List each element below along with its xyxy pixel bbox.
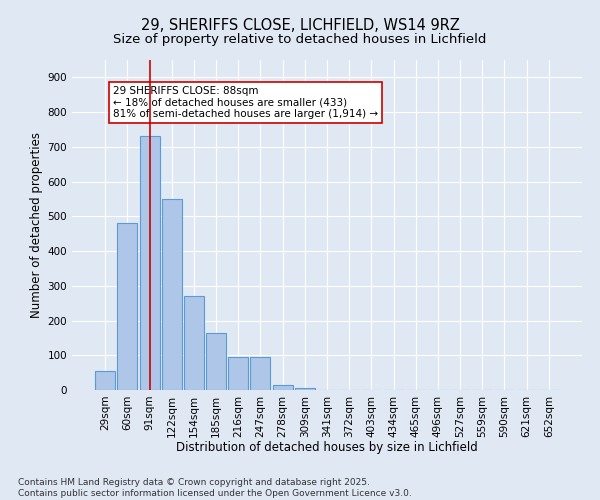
- Bar: [206, 332, 226, 390]
- Bar: [250, 357, 271, 390]
- Bar: [118, 224, 137, 390]
- X-axis label: Distribution of detached houses by size in Lichfield: Distribution of detached houses by size …: [176, 441, 478, 454]
- Text: Size of property relative to detached houses in Lichfield: Size of property relative to detached ho…: [113, 32, 487, 46]
- Y-axis label: Number of detached properties: Number of detached properties: [31, 132, 43, 318]
- Text: 29 SHERIFFS CLOSE: 88sqm
← 18% of detached houses are smaller (433)
81% of semi-: 29 SHERIFFS CLOSE: 88sqm ← 18% of detach…: [113, 86, 378, 120]
- Bar: [295, 388, 315, 390]
- Bar: [272, 385, 293, 390]
- Bar: [95, 371, 115, 390]
- Text: Contains HM Land Registry data © Crown copyright and database right 2025.
Contai: Contains HM Land Registry data © Crown c…: [18, 478, 412, 498]
- Text: 29, SHERIFFS CLOSE, LICHFIELD, WS14 9RZ: 29, SHERIFFS CLOSE, LICHFIELD, WS14 9RZ: [140, 18, 460, 32]
- Bar: [162, 199, 182, 390]
- Bar: [228, 357, 248, 390]
- Bar: [184, 296, 204, 390]
- Bar: [140, 136, 160, 390]
